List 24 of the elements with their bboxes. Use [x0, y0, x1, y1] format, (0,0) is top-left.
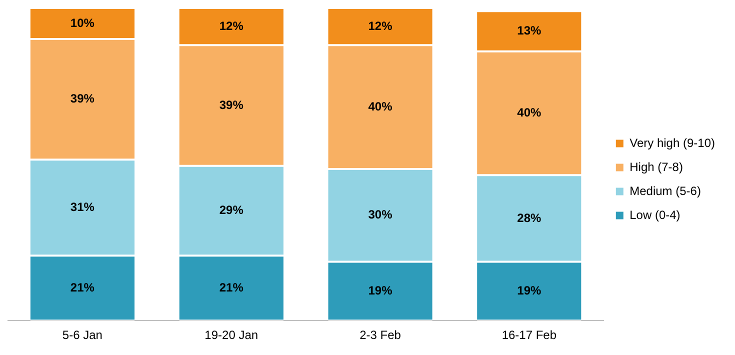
data-label: 10%: [70, 16, 95, 30]
data-label: 31%: [70, 200, 95, 214]
data-label: 21%: [219, 280, 244, 294]
legend-label: Medium (5-6): [630, 184, 701, 198]
data-label: 13%: [517, 24, 542, 38]
x-tick-label: 16-17 Feb: [502, 328, 557, 342]
data-label: 39%: [219, 98, 244, 112]
data-label: 12%: [219, 18, 244, 33]
x-tick-label: 19-20 Jan: [204, 328, 258, 342]
data-label: 12%: [368, 18, 393, 33]
legend-label: Very high (9-10): [630, 136, 716, 150]
data-label: 39%: [70, 92, 95, 106]
x-tick-label: 5-6 Jan: [62, 328, 102, 342]
data-label: 21%: [70, 280, 95, 294]
data-label: 40%: [368, 99, 393, 114]
legend-label: Low (0-4): [630, 208, 680, 222]
data-label: 19%: [368, 284, 393, 298]
data-label: 29%: [219, 203, 244, 218]
x-tick-label: 2-3 Feb: [360, 328, 402, 342]
data-label: 30%: [368, 208, 393, 222]
data-label: 40%: [517, 106, 542, 120]
data-label: 28%: [517, 210, 542, 225]
legend-label: High (7-8): [630, 160, 683, 174]
data-label: 19%: [517, 284, 542, 298]
